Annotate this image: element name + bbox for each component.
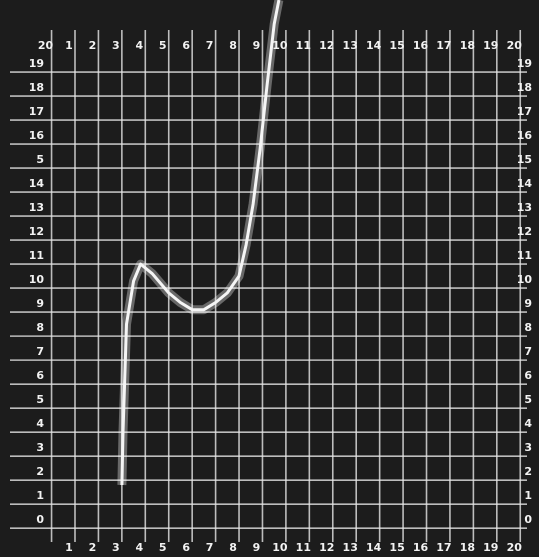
x-tick-label-top: 15 [389,39,404,52]
y-tick-label: 4 [36,417,44,430]
x-tick-label-top: 2 [89,39,97,52]
y2-tick-label: 10 [517,273,533,286]
y-tick-label: 18 [29,81,44,94]
x-tick-label-top: 7 [206,39,214,52]
x-tick-label: 1 [65,541,73,554]
x-tick-label: 12 [319,541,334,554]
x-tick-label-top: 4 [135,39,143,52]
chart: 2012345678910111213141516171819201234567… [0,0,539,557]
x-tick-label-top: 20 [38,39,54,52]
x-tick-label: 5 [159,541,167,554]
y-tick-label: 10 [29,273,45,286]
y2-tick-label: 0 [524,513,532,526]
y2-tick-label: 16 [517,129,533,142]
y-tick-label: 9 [36,297,44,310]
x-tick-label-top: 19 [483,39,498,52]
y2-tick-label: 12 [517,225,532,238]
x-tick-label: 11 [296,541,311,554]
x-tick-label: 17 [436,541,451,554]
x-tick-label: 19 [483,541,498,554]
x-tick-label-top: 17 [436,39,451,52]
x-tick-label: 3 [112,541,120,554]
y2-tick-label: 19 [517,57,532,70]
y-tick-label: 13 [29,201,44,214]
x-tick-label-top: 20 [507,39,523,52]
y-tick-label: 11 [29,249,44,262]
y-tick-label: 17 [29,105,44,118]
x-tick-label: 15 [389,541,404,554]
x-tick-label: 13 [343,541,358,554]
y2-tick-label: 14 [517,177,533,190]
y2-tick-label: 3 [524,441,532,454]
y2-tick-label: 15 [517,153,532,166]
x-tick-label-top: 3 [112,39,120,52]
x-tick-label-top: 1 [65,39,73,52]
y2-tick-label: 7 [524,345,532,358]
y2-tick-label: 5 [524,393,532,406]
x-tick-label: 9 [253,541,261,554]
y2-tick-label: 6 [524,369,532,382]
x-tick-label-top: 13 [343,39,358,52]
y-tick-label: 16 [29,129,45,142]
x-tick-label: 8 [229,541,237,554]
y2-tick-label: 1 [524,489,532,502]
y2-tick-label: 2 [524,465,532,478]
y2-tick-label: 4 [524,417,532,430]
y-tick-label: 0 [36,513,44,526]
y-tick-label: 19 [29,57,44,70]
y-tick-label: 3 [36,441,44,454]
y2-tick-label: 11 [517,249,532,262]
x-tick-label-top: 16 [413,39,429,52]
y2-tick-label: 18 [517,81,532,94]
x-tick-label-top: 9 [253,39,261,52]
x-tick-label-top: 6 [182,39,190,52]
y-tick-label: 6 [36,369,44,382]
x-tick-label-top: 14 [366,39,382,52]
x-tick-label-top: 18 [460,39,475,52]
y2-tick-label: 9 [524,297,532,310]
x-tick-label: 10 [272,541,288,554]
x-tick-label-top: 11 [296,39,311,52]
y2-tick-label: 13 [517,201,532,214]
y-tick-label: 2 [36,465,44,478]
y2-tick-label: 17 [517,105,532,118]
x-tick-label: 16 [413,541,429,554]
x-tick-label-top: 5 [159,39,167,52]
x-tick-label-top: 12 [319,39,334,52]
y-tick-label: 12 [29,225,44,238]
y-tick-label: 14 [29,177,45,190]
x-tick-label: 6 [182,541,190,554]
x-tick-label: 14 [366,541,382,554]
y-tick-label: 5 [36,393,44,406]
y-tick-label: 7 [36,345,44,358]
x-tick-label: 18 [460,541,475,554]
x-tick-label: 7 [206,541,214,554]
y-tick-label: 5 [36,153,44,166]
y-tick-label: 1 [36,489,44,502]
y2-tick-label: 8 [524,321,532,334]
x-tick-label: 20 [507,541,523,554]
y-tick-label: 8 [36,321,44,334]
x-tick-label: 2 [89,541,97,554]
x-tick-label-top: 8 [229,39,237,52]
x-tick-label: 4 [135,541,143,554]
